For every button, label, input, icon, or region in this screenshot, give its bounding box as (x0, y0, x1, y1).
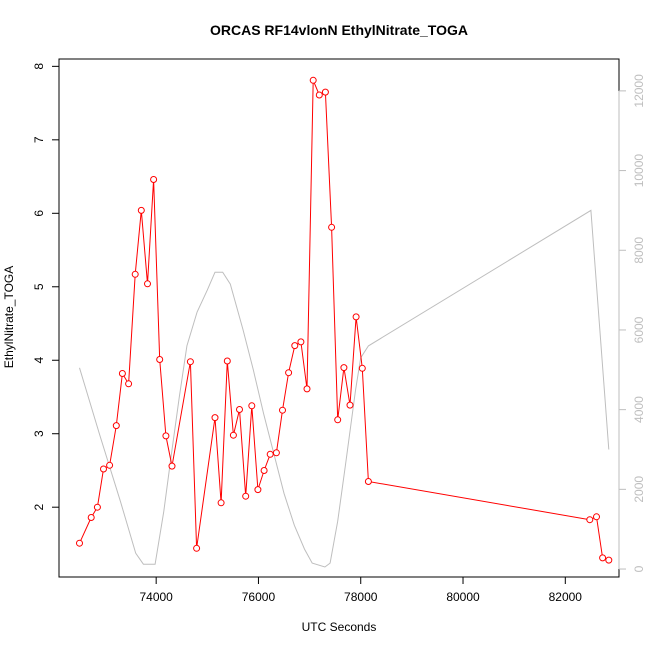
data-point (118, 370, 126, 377)
data-point (599, 554, 607, 562)
y-axis-left: 2 3 4 5 6 7 8 (32, 63, 59, 511)
data-point (352, 313, 360, 321)
data-point (358, 364, 366, 372)
data-point (236, 406, 243, 413)
data-point (279, 406, 286, 414)
y2-tick-label: 8000 (632, 237, 646, 264)
data-point (328, 223, 336, 231)
data-point (303, 385, 311, 393)
data-point (605, 556, 613, 564)
data-point (586, 516, 594, 524)
data-point (593, 513, 600, 521)
x-tick-label: 78000 (344, 590, 378, 604)
data-point (260, 467, 268, 474)
y-tick-label: 3 (32, 430, 46, 437)
y-tick-label: 4 (32, 357, 46, 364)
data-point (266, 450, 274, 458)
y2-tick-label: 0 (632, 565, 646, 572)
data-point (321, 88, 329, 96)
data-point (285, 369, 293, 377)
data-point (346, 401, 354, 409)
secondary-series (79, 209, 610, 568)
data-point (137, 206, 145, 214)
data-point (150, 176, 158, 183)
data-point (87, 514, 95, 521)
data-point (242, 492, 250, 500)
y-tick-label: 7 (32, 136, 46, 143)
data-point (162, 432, 170, 440)
x-tick-label: 74000 (139, 590, 173, 604)
y2-tick-label: 6000 (632, 316, 646, 343)
y-tick-label: 6 (32, 210, 46, 217)
data-point (248, 402, 256, 410)
data-point (229, 431, 237, 439)
data-point (93, 503, 101, 511)
data-point (125, 380, 133, 388)
secondary-series-line (79, 209, 610, 568)
data-point (334, 416, 342, 424)
data-point (223, 357, 231, 365)
data-point (340, 364, 348, 372)
data-point (211, 414, 219, 422)
data-point (309, 76, 317, 84)
data-point (186, 358, 194, 366)
primary-series (76, 76, 613, 564)
data-point (254, 486, 262, 494)
data-point (112, 422, 120, 430)
data-point (291, 342, 299, 350)
data-point (131, 270, 139, 278)
y-tick-label: 2 (32, 504, 46, 511)
y2-tick-label: 2000 (632, 476, 646, 503)
y-tick-label: 5 (32, 283, 46, 290)
data-point (217, 499, 225, 507)
data-point (168, 462, 176, 470)
y2-tick-label: 10000 (632, 154, 646, 188)
x-tick-label: 82000 (549, 590, 583, 604)
y-axis-label: EthylNitrate_TOGA (2, 266, 16, 368)
data-point (193, 544, 201, 552)
data-point (144, 280, 151, 288)
y2-tick-label: 12000 (632, 74, 646, 108)
x-axis-label: UTC Seconds (302, 620, 377, 634)
primary-series-line (79, 80, 609, 561)
x-tick-label: 76000 (242, 590, 276, 604)
chart-title: ORCAS RF14vlonN EthylNitrate_TOGA (210, 22, 468, 38)
plot-frame (58, 58, 620, 578)
x-axis: 74000 76000 78000 80000 82000 (139, 576, 583, 604)
data-point (297, 338, 305, 346)
y2-tick-label: 4000 (632, 396, 646, 423)
data-point (156, 356, 164, 363)
data-point (100, 465, 107, 473)
data-point (272, 449, 280, 457)
data-point (76, 539, 83, 547)
data-point (106, 461, 114, 469)
x-tick-label: 80000 (446, 590, 480, 604)
y-tick-label: 8 (32, 63, 46, 70)
data-point (364, 478, 372, 485)
data-point (315, 91, 323, 99)
y-axis-right: 0 2000 4000 6000 8000 10000 12000 (618, 74, 646, 572)
